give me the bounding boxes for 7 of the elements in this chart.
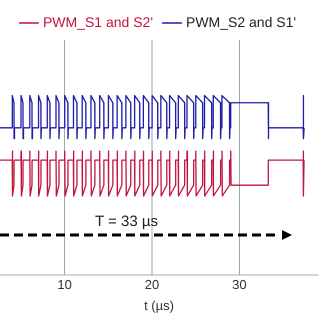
legend-label: PWM_S2 and S1'	[186, 14, 296, 30]
x-tick-label: 10	[57, 277, 72, 292]
legend-label: PWM_S1 and S2'	[42, 14, 154, 30]
annotation: T = 33 µs	[95, 213, 158, 230]
x-tick-label: 20	[144, 277, 160, 292]
x-tick-label: 30	[232, 277, 247, 292]
x-axis-title: t (µs)	[144, 298, 174, 313]
